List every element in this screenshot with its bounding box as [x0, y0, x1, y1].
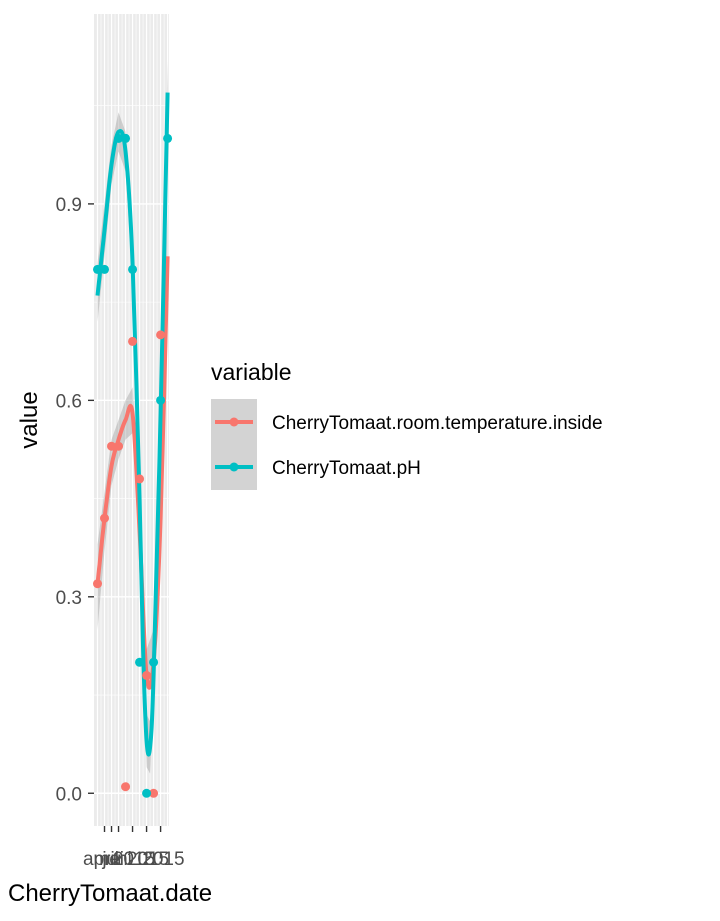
- data-point: [135, 657, 145, 667]
- y-tick-label: 0.0: [56, 784, 82, 805]
- data-points: [93, 133, 173, 798]
- data-point: [142, 670, 152, 680]
- x-tick-label: april: [83, 849, 119, 870]
- x-tick-label: 2015: [127, 849, 169, 870]
- x-tick-label: mei: [93, 849, 124, 870]
- data-point: [100, 264, 110, 274]
- data-point: [135, 474, 145, 484]
- data-point: [128, 336, 138, 346]
- data-point: [107, 441, 117, 451]
- data-point: [121, 133, 131, 143]
- data-point: [114, 133, 124, 143]
- y-tick-label: 0.6: [56, 391, 82, 412]
- y-tick-label: 0.3: [56, 588, 82, 609]
- y-axis-title: value: [16, 391, 43, 448]
- x-tick-label: juni: [101, 849, 132, 870]
- y-tick-label: 0.9: [56, 195, 82, 216]
- x-axis-title: CherryTomaat.date: [8, 880, 212, 907]
- data-point: [121, 782, 131, 792]
- series-line: [95, 92, 170, 757]
- data-point: [114, 441, 124, 451]
- data-point: [93, 264, 103, 274]
- data-point: [93, 579, 103, 589]
- legend-key-point: [229, 417, 239, 427]
- legend: variable CherryTomaat.room.temperature.i…: [211, 359, 603, 490]
- data-point: [149, 788, 159, 798]
- data-point: [156, 395, 166, 405]
- data-point: [100, 513, 110, 523]
- legend-label: CherryTomaat.pH: [272, 458, 421, 479]
- legend-title: variable: [211, 359, 292, 385]
- data-point: [128, 264, 138, 274]
- data-point: [163, 133, 173, 143]
- data-point: [149, 657, 159, 667]
- legend-label: CherryTomaat.room.temperature.inside: [272, 413, 603, 434]
- legend-key-point: [229, 462, 239, 472]
- x-tick-label: 2015: [113, 849, 155, 870]
- y-axis: 0.0 0.3 0.6 0.9: [56, 195, 94, 805]
- grid-lines: [94, 14, 172, 826]
- smooth-lines: [95, 92, 170, 757]
- data-point: [156, 330, 166, 340]
- x-tick-label: 2015: [142, 849, 184, 870]
- data-point: [142, 788, 152, 798]
